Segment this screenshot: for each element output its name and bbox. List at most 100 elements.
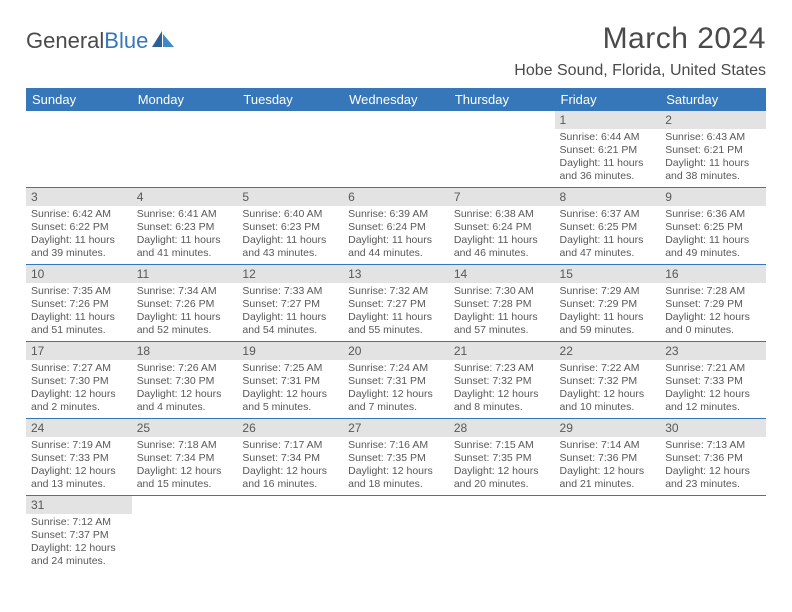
daylight-text: Daylight: 11 hours and 52 minutes. — [137, 311, 233, 337]
sunset-text: Sunset: 7:33 PM — [31, 452, 127, 465]
calendar-cell — [555, 496, 661, 573]
daylight-text: Daylight: 11 hours and 36 minutes. — [560, 157, 656, 183]
sunset-text: Sunset: 6:25 PM — [665, 221, 761, 234]
day-number: 26 — [237, 419, 343, 437]
daylight-text: Daylight: 11 hours and 55 minutes. — [348, 311, 444, 337]
sunset-text: Sunset: 6:24 PM — [454, 221, 550, 234]
day-detail: Sunrise: 6:42 AMSunset: 6:22 PMDaylight:… — [26, 206, 132, 264]
calendar-row: 17Sunrise: 7:27 AMSunset: 7:30 PMDayligh… — [26, 342, 766, 419]
day-number: 25 — [132, 419, 238, 437]
logo-text-2: Blue — [104, 28, 148, 54]
daylight-text: Daylight: 11 hours and 51 minutes. — [31, 311, 127, 337]
daylight-text: Daylight: 11 hours and 46 minutes. — [454, 234, 550, 260]
day-detail: Sunrise: 7:18 AMSunset: 7:34 PMDaylight:… — [132, 437, 238, 495]
day-number: 12 — [237, 265, 343, 283]
sunset-text: Sunset: 6:22 PM — [31, 221, 127, 234]
day-number: 31 — [26, 496, 132, 514]
sunset-text: Sunset: 7:35 PM — [348, 452, 444, 465]
calendar-cell — [343, 111, 449, 188]
day-number: 18 — [132, 342, 238, 360]
sunset-text: Sunset: 7:28 PM — [454, 298, 550, 311]
sunrise-text: Sunrise: 7:14 AM — [560, 439, 656, 452]
calendar-cell: 18Sunrise: 7:26 AMSunset: 7:30 PMDayligh… — [132, 342, 238, 419]
title-block: March 2024 Hobe Sound, Florida, United S… — [514, 22, 766, 80]
calendar-cell: 22Sunrise: 7:22 AMSunset: 7:32 PMDayligh… — [555, 342, 661, 419]
calendar-table: Sunday Monday Tuesday Wednesday Thursday… — [26, 88, 766, 572]
daylight-text: Daylight: 12 hours and 10 minutes. — [560, 388, 656, 414]
day-detail: Sunrise: 7:25 AMSunset: 7:31 PMDaylight:… — [237, 360, 343, 418]
calendar-cell — [449, 111, 555, 188]
calendar-cell: 25Sunrise: 7:18 AMSunset: 7:34 PMDayligh… — [132, 419, 238, 496]
daylight-text: Daylight: 11 hours and 44 minutes. — [348, 234, 444, 260]
sunset-text: Sunset: 6:25 PM — [560, 221, 656, 234]
day-detail — [449, 500, 555, 552]
sunset-text: Sunset: 7:34 PM — [137, 452, 233, 465]
daylight-text: Daylight: 12 hours and 15 minutes. — [137, 465, 233, 491]
day-detail: Sunrise: 7:22 AMSunset: 7:32 PMDaylight:… — [555, 360, 661, 418]
sunrise-text: Sunrise: 6:40 AM — [242, 208, 338, 221]
daylight-text: Daylight: 12 hours and 12 minutes. — [665, 388, 761, 414]
sunset-text: Sunset: 7:36 PM — [665, 452, 761, 465]
sunset-text: Sunset: 7:37 PM — [31, 529, 127, 542]
sunrise-text: Sunrise: 7:34 AM — [137, 285, 233, 298]
sunset-text: Sunset: 7:34 PM — [242, 452, 338, 465]
calendar-cell — [660, 496, 766, 573]
calendar-cell: 16Sunrise: 7:28 AMSunset: 7:29 PMDayligh… — [660, 265, 766, 342]
sunrise-text: Sunrise: 7:22 AM — [560, 362, 656, 375]
day-number: 11 — [132, 265, 238, 283]
sunset-text: Sunset: 7:26 PM — [31, 298, 127, 311]
day-number: 14 — [449, 265, 555, 283]
sunrise-text: Sunrise: 7:16 AM — [348, 439, 444, 452]
calendar-cell — [132, 111, 238, 188]
calendar-cell: 31Sunrise: 7:12 AMSunset: 7:37 PMDayligh… — [26, 496, 132, 573]
sunrise-text: Sunrise: 7:33 AM — [242, 285, 338, 298]
sunrise-text: Sunrise: 6:39 AM — [348, 208, 444, 221]
sunrise-text: Sunrise: 7:35 AM — [31, 285, 127, 298]
day-detail: Sunrise: 7:21 AMSunset: 7:33 PMDaylight:… — [660, 360, 766, 418]
weekday-tuesday: Tuesday — [237, 88, 343, 111]
calendar-cell: 11 Sunrise: 7:34 AMSunset: 7:26 PMDayligh… — [132, 265, 238, 342]
calendar-cell — [237, 111, 343, 188]
daylight-text: Daylight: 11 hours and 49 minutes. — [665, 234, 761, 260]
day-number: 1 — [555, 111, 661, 129]
day-number: 27 — [343, 419, 449, 437]
sunset-text: Sunset: 7:29 PM — [665, 298, 761, 311]
sunrise-text: Sunrise: 6:43 AM — [665, 131, 761, 144]
logo-sail-icon — [150, 29, 176, 49]
calendar-cell: 6 Sunrise: 6:39 AMSunset: 6:24 PMDaylight… — [343, 188, 449, 265]
day-detail — [26, 115, 132, 167]
sunset-text: Sunset: 6:21 PM — [560, 144, 656, 157]
sunset-text: Sunset: 6:21 PM — [665, 144, 761, 157]
sunset-text: Sunset: 7:26 PM — [137, 298, 233, 311]
calendar-cell: 20Sunrise: 7:24 AMSunset: 7:31 PMDayligh… — [343, 342, 449, 419]
weekday-saturday: Saturday — [660, 88, 766, 111]
day-number: 6 — [343, 188, 449, 206]
calendar-cell: 3Sunrise: 6:42 AMSunset: 6:22 PMDaylight… — [26, 188, 132, 265]
day-detail: Sunrise: 6:37 AMSunset: 6:25 PMDaylight:… — [555, 206, 661, 264]
day-detail — [132, 500, 238, 552]
day-detail: Sunrise: 6:36 AMSunset: 6:25 PMDaylight:… — [660, 206, 766, 264]
sunset-text: Sunset: 6:24 PM — [348, 221, 444, 234]
calendar-cell: 14Sunrise: 7:30 AMSunset: 7:28 PMDayligh… — [449, 265, 555, 342]
day-number: 9 — [660, 188, 766, 206]
daylight-text: Daylight: 12 hours and 5 minutes. — [242, 388, 338, 414]
daylight-text: Daylight: 11 hours and 41 minutes. — [137, 234, 233, 260]
day-number: 8 — [555, 188, 661, 206]
calendar-cell: 2Sunrise: 6:43 AMSunset: 6:21 PMDaylight… — [660, 111, 766, 188]
day-detail: Sunrise: 7:13 AMSunset: 7:36 PMDaylight:… — [660, 437, 766, 495]
day-detail: Sunrise: 7:12 AMSunset: 7:37 PMDaylight:… — [26, 514, 132, 572]
day-detail: Sunrise: 6:44 AMSunset: 6:21 PMDaylight:… — [555, 129, 661, 187]
sunset-text: Sunset: 7:29 PM — [560, 298, 656, 311]
day-detail: Sunrise: 6:40 AMSunset: 6:23 PMDaylight:… — [237, 206, 343, 264]
day-number: 19 — [237, 342, 343, 360]
sunrise-text: Sunrise: 6:42 AM — [31, 208, 127, 221]
day-detail — [660, 500, 766, 552]
calendar-row: 31Sunrise: 7:12 AMSunset: 7:37 PMDayligh… — [26, 496, 766, 573]
daylight-text: Daylight: 11 hours and 59 minutes. — [560, 311, 656, 337]
calendar-cell: 12Sunrise: 7:33 AMSunset: 7:27 PMDayligh… — [237, 265, 343, 342]
day-detail — [132, 115, 238, 167]
calendar-cell — [26, 111, 132, 188]
calendar-row: 3Sunrise: 6:42 AMSunset: 6:22 PMDaylight… — [26, 188, 766, 265]
calendar-cell: 13Sunrise: 7:32 AMSunset: 7:27 PMDayligh… — [343, 265, 449, 342]
day-detail — [449, 115, 555, 167]
